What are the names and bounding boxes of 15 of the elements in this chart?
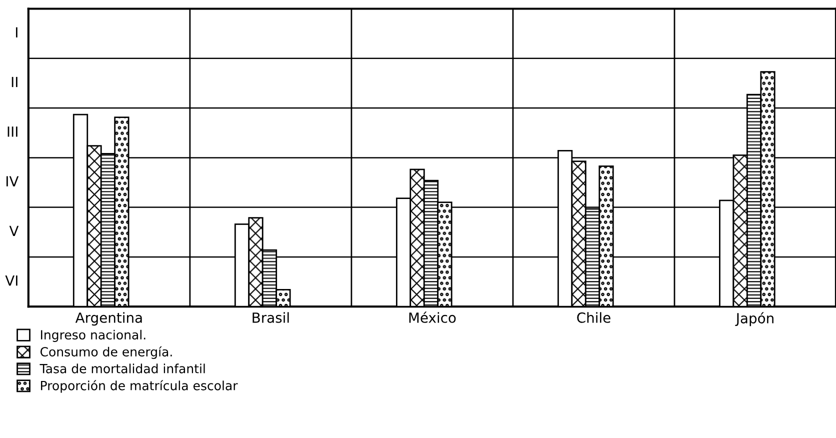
- legend-label: Ingreso nacional.: [41, 330, 146, 342]
- text: III: [8, 126, 18, 137]
- text: II: [12, 76, 18, 88]
- text: VI: [5, 275, 18, 286]
- text: I: [16, 27, 18, 38]
- x-tick-label: Japón: [735, 312, 774, 326]
- x-tick-label: México: [409, 312, 456, 323]
- legend-label: Proporción de matrícula escolar: [41, 380, 238, 393]
- x-tick-label: Chile: [577, 312, 610, 323]
- legend-label: Tasa de mortalidad infantil: [40, 364, 205, 374]
- x-tick-label: Argentina: [75, 312, 142, 326]
- legend-label: Consumo de energía.: [40, 346, 172, 359]
- text: IV: [6, 176, 19, 186]
- text: V: [9, 226, 19, 236]
- x-tick-label: Brasil: [252, 312, 289, 323]
